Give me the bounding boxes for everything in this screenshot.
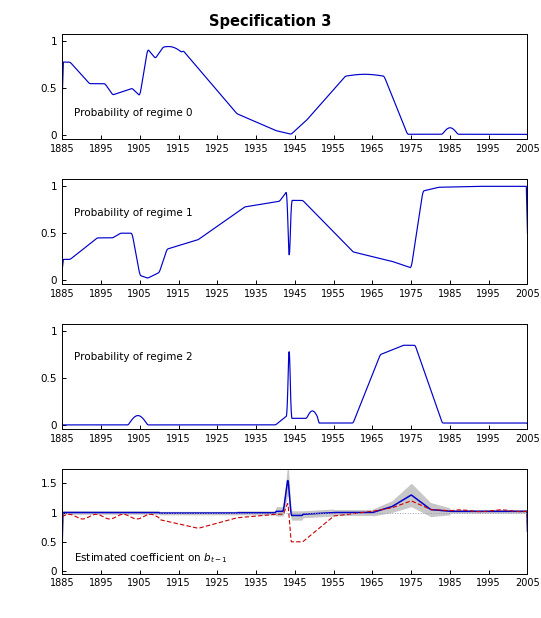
Text: Probability of regime 2: Probability of regime 2 (74, 352, 193, 362)
Text: Probability of regime 1: Probability of regime 1 (74, 208, 193, 218)
Text: Specification 3: Specification 3 (209, 14, 332, 28)
Text: Probability of regime 0: Probability of regime 0 (74, 108, 193, 118)
Text: Estimated coefficient on $b_{t-1}$: Estimated coefficient on $b_{t-1}$ (74, 551, 228, 565)
